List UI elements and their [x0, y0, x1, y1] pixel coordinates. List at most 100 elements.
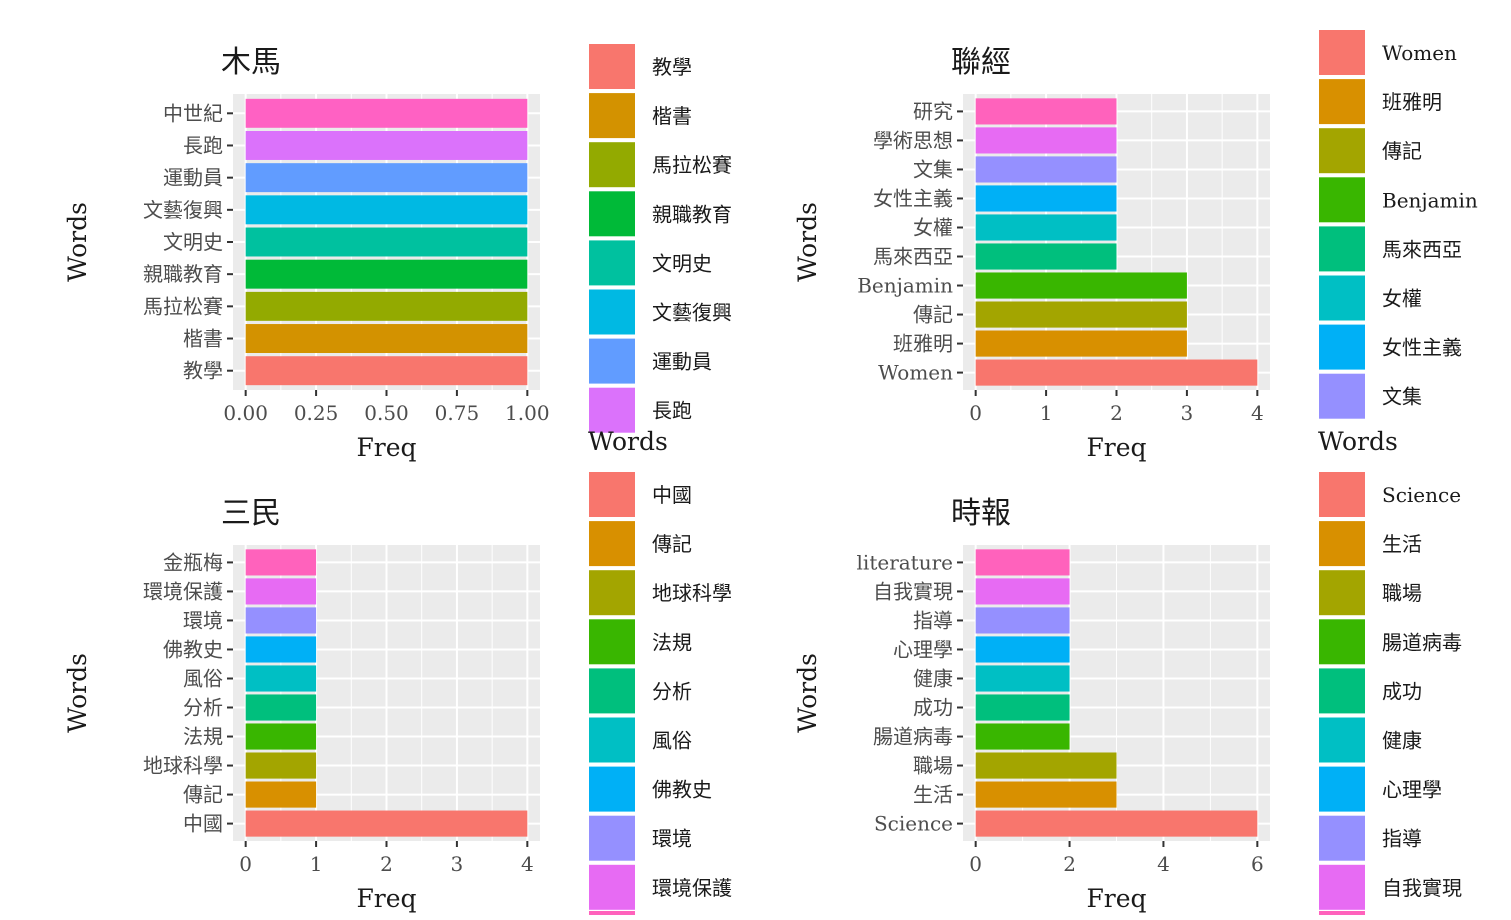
- category-label: 教學: [183, 359, 223, 383]
- category-label: 職場: [913, 754, 953, 778]
- chart-title: 聯經: [951, 45, 1011, 80]
- legend-label: 文集: [1382, 385, 1422, 409]
- legend-swatch: [589, 864, 635, 910]
- legend-swatch: [589, 668, 635, 714]
- x-tick-label: 1: [1040, 401, 1053, 425]
- category-label: literature: [857, 550, 953, 574]
- legend-label: 文藝復興: [652, 301, 732, 325]
- bar: [245, 291, 528, 321]
- legend-swatch: [1319, 177, 1365, 223]
- x-tick-label: 0.50: [364, 401, 409, 425]
- legend-swatch: [1319, 766, 1365, 812]
- x-tick-label: 4: [1157, 852, 1170, 876]
- bar: [245, 163, 528, 193]
- y-axis-label: Words: [63, 202, 92, 282]
- category-label: Benjamin: [857, 274, 953, 298]
- x-tick-label: 6: [1251, 852, 1264, 876]
- category-label: 傳記: [913, 303, 953, 327]
- bar: [245, 131, 528, 160]
- legend-label: 運動員: [652, 350, 712, 374]
- legend-label: 長跑: [652, 399, 692, 423]
- legend-label: Women: [1382, 41, 1457, 65]
- legend-swatch: [589, 289, 635, 335]
- x-tick-label: 3: [451, 852, 464, 876]
- legend-label: 傳記: [652, 532, 692, 556]
- x-tick-label: 4: [521, 852, 534, 876]
- bar: [975, 301, 1187, 328]
- category-label: 班雅明: [893, 332, 953, 356]
- bar: [975, 127, 1117, 154]
- legend-label: 佛教史: [652, 778, 712, 802]
- legend-label: 成功: [1382, 679, 1422, 703]
- bar: [975, 694, 1070, 721]
- legend-swatch: [589, 815, 635, 861]
- category-label: 文藝復興: [143, 198, 223, 222]
- category-label: 自我實現: [873, 579, 953, 603]
- legend-swatch: [589, 142, 635, 188]
- bar: [245, 723, 317, 750]
- legend-swatch: [1319, 373, 1365, 419]
- bar: [245, 810, 528, 837]
- x-tick-label: 1.00: [505, 401, 550, 425]
- bar: [245, 227, 528, 257]
- category-label: Science: [874, 812, 953, 836]
- x-tick-label: 2: [1063, 852, 1076, 876]
- x-tick-label: 0: [969, 401, 982, 425]
- legend-label: 教學: [652, 55, 692, 79]
- legend-swatch: [1319, 226, 1365, 272]
- legend-swatch: [589, 766, 635, 812]
- legend-label: 親職教育: [652, 202, 732, 226]
- x-tick-label: 2: [380, 852, 393, 876]
- legend-label: 文明史: [652, 251, 712, 275]
- bar: [245, 665, 317, 692]
- bar: [245, 781, 317, 808]
- bar: [245, 259, 528, 289]
- category-label: 文集: [913, 157, 953, 181]
- bar: [245, 752, 317, 779]
- legend-label: 指導: [1382, 827, 1422, 851]
- chart-title: 木馬: [221, 45, 281, 80]
- legend-label: 生活: [1382, 532, 1422, 556]
- legend-label: 馬來西亞: [1382, 237, 1462, 261]
- bar: [975, 185, 1117, 212]
- x-tick-label: 0: [239, 852, 252, 876]
- category-label: 健康: [913, 666, 953, 690]
- bar: [245, 356, 528, 386]
- bar: [975, 359, 1258, 386]
- legend-label: 女權: [1382, 287, 1422, 311]
- legend-swatch: [1319, 619, 1365, 665]
- x-tick-label: 0.00: [223, 401, 268, 425]
- legend-label: 班雅明: [1382, 90, 1442, 114]
- legend-title: Words: [588, 427, 668, 456]
- y-axis-label: Words: [63, 653, 92, 733]
- legend-swatch: [1319, 570, 1365, 616]
- legend-swatch: [1319, 79, 1365, 125]
- bar: [975, 607, 1070, 634]
- category-label: 馬來西亞: [873, 245, 953, 269]
- legend-swatch: [1319, 521, 1365, 567]
- bar: [975, 156, 1117, 183]
- legend-swatch: [1319, 717, 1365, 763]
- category-label: 運動員: [163, 166, 223, 190]
- bar: [975, 752, 1117, 779]
- bar: [975, 578, 1070, 605]
- bar: [245, 694, 317, 721]
- bar: [245, 636, 317, 663]
- legend-swatch: [1319, 128, 1365, 174]
- category-label: 傳記: [183, 783, 223, 807]
- category-label: 學術思想: [873, 128, 953, 152]
- chart-title: 時報: [951, 496, 1011, 531]
- category-label: Women: [878, 361, 953, 385]
- y-axis-label: Words: [793, 202, 822, 282]
- category-label: 成功: [913, 696, 953, 720]
- x-tick-label: 3: [1181, 401, 1194, 425]
- category-label: 金瓶梅: [163, 550, 223, 574]
- bar: [975, 214, 1117, 241]
- legend-label: 地球科學: [652, 581, 732, 605]
- legend-swatch: [1319, 815, 1365, 861]
